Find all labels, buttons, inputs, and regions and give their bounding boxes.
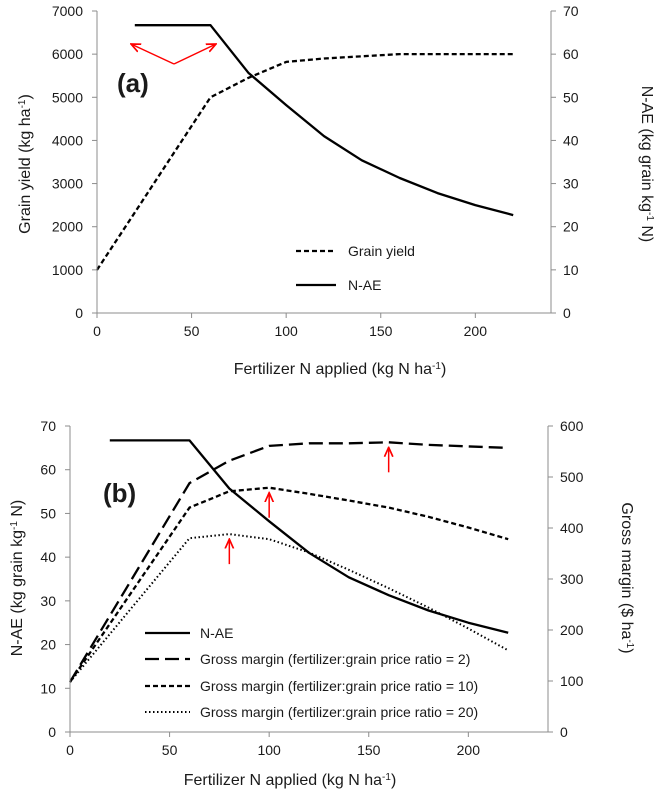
legend-label-ratio-2: Gross margin (fertilizer:grain price rat… [200,651,470,667]
panel-b-y-right-tick-label: 100 [560,673,584,689]
panel-b-y-left-label: N-AE (kg grain kg-1 N) [9,500,27,657]
panel-a-red-arrows [131,44,216,65]
panel-b-x-tick-label: 150 [357,742,381,758]
panel-b-red-arrows [229,447,388,565]
legend-label-n-ae: N-AE [200,625,233,641]
panel-b-y-left-tick-label: 60 [40,462,56,478]
panel-b-ticks: 0 50 100 150 200 0 10 20 30 40 50 60 70 0 100 200 300 400… [40,418,583,758]
panel-b-series-line-1 [69,441,509,683]
panel-b-series [69,439,509,683]
panel-a-y-left-tick-label: 5000 [52,89,83,105]
panel-a-chart: 0 50 100 150 2000100020003000400050006000700… [17,3,656,378]
panel-b-y-left-tick-label: 50 [40,505,56,521]
panel-b-y-right-tick-label: 300 [560,571,584,587]
panel-a-y-left-tick-label: 1000 [52,262,83,278]
panel-a-x-axis-label: Fertilizer N applied (kg N ha-1) [234,361,447,379]
panel-b-chart: 0 50 100 150 200 0 10 20 30 40 50 60 70 0 100 200 300 400… [9,418,636,789]
panel-a-x-tick-label: 50 [184,323,200,339]
panel-a-y-right-tick-label: 20 [563,219,579,235]
panel-b-x-axis-label: Fertilizer N applied (kg N ha-1) [184,772,397,790]
panel-b-y-right-label: Gross margin ($ ha-1) [618,502,636,653]
panel-a-series [96,24,514,271]
panel-b-y-left-tick-label: 30 [40,593,56,609]
panel-b-label: (b) [103,478,136,508]
panel-b-y-left-tick-label: 70 [40,418,56,434]
panel-b-y-left-tick-label: 0 [48,724,56,740]
panel-b-legend: N-AE Gross margin (fertilizer:grain pric… [145,625,478,720]
red-arrow-left [131,44,175,65]
panel-a-y-left-tick-label: 6000 [52,46,83,62]
panel-b-x-tick-label: 200 [457,742,481,758]
panel-a-x-tick-label: 150 [369,323,393,339]
panel-b-x-tick-label: 50 [162,742,178,758]
panel-a-x-tick-label: 100 [274,323,298,339]
panel-b-y-right-tick-label: 200 [560,622,584,638]
legend-label-grain-yield: Grain yield [348,243,415,259]
panel-b-y-left-tick-label: 40 [40,549,56,565]
panel-b-y-right-tick-label: 400 [560,520,584,536]
panel-b-series-line-2 [69,486,509,683]
panel-b-y-right-tick-label: 500 [560,469,584,485]
panel-a-y-right-tick-label: 0 [563,305,571,321]
panel-a-y-left-label: Grain yield (kg ha-1) [17,94,35,234]
legend-label-ratio-20: Gross margin (fertilizer:grain price rat… [200,704,478,720]
panel-a-y-right-label: N-AE (kg grain kg-1 N) [638,86,656,243]
panel-b-y-left-tick-label: 20 [40,637,56,653]
panel-b-axes [65,425,553,737]
panel-a-y-right-tick-label: 60 [563,46,579,62]
panel-a-y-left-tick-label: 3000 [52,176,83,192]
panel-a-y-right-tick-label: 10 [563,262,579,278]
panel-b-y-right-tick-label: 0 [560,724,568,740]
panel-b-x-tick-label: 0 [66,742,74,758]
panel-a-y-right-tick-label: 30 [563,176,579,192]
panel-a-legend: Grain yield N-AE [296,243,415,293]
panel-b-x-tick-label: 100 [257,742,281,758]
panel-b-y-left-tick-label: 10 [40,680,56,696]
panel-a-series-line-0 [96,52,514,271]
panel-a-y-left-tick-label: 2000 [52,219,83,235]
panel-a-label: (a) [117,68,149,98]
red-arrow-right [173,44,216,65]
panel-a-ticks: 0 50 100 150 2000100020003000400050006000700… [52,3,579,339]
panel-a-y-right-tick-label: 40 [563,132,579,148]
panel-b-y-right-tick-label: 600 [560,418,584,434]
panel-a-y-right-tick-label: 70 [563,3,579,19]
panel-b-series-line-0 [109,439,509,634]
panel-a-y-right-tick-label: 50 [563,89,579,105]
panel-a-y-left-tick-label: 0 [75,305,83,321]
legend-label-n-ae: N-AE [348,277,381,293]
panel-a-series-line-1 [134,24,514,217]
panel-a-x-tick-label: 0 [93,323,101,339]
panel-a-y-left-tick-label: 4000 [52,132,83,148]
legend-label-ratio-10: Gross margin (fertilizer:grain price rat… [200,678,478,694]
panel-a-y-left-tick-label: 7000 [52,3,83,19]
panel-a-x-tick-label: 200 [464,323,488,339]
panel-a-axes [92,10,556,318]
